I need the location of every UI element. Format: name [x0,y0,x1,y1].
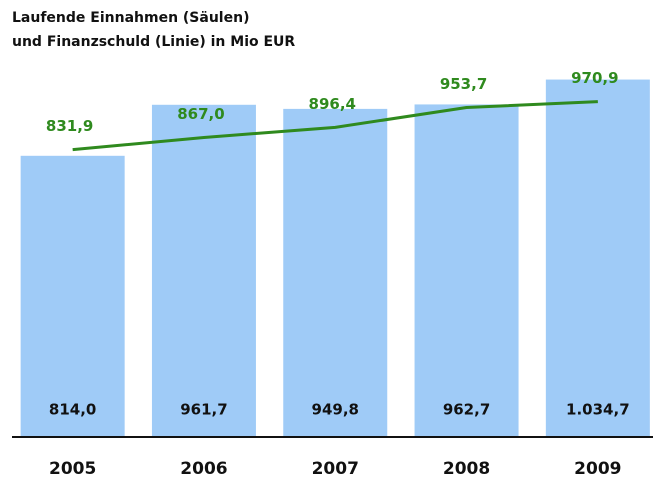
bar-label: 1.034,7 [566,401,630,419]
line-label: 953,7 [440,75,487,93]
x-tick-label: 2006 [180,459,227,479]
x-tick-label: 2005 [49,459,96,479]
bar-label: 962,7 [443,401,490,419]
x-tick-label: 2009 [574,459,621,479]
chart-title: und Finanzschuld (Linie) in Mio EUR [12,34,295,50]
line-label: 867,0 [177,105,224,123]
line-label: 896,4 [309,95,356,113]
line-label: 831,9 [46,117,93,135]
bar-label: 961,7 [180,401,227,419]
line-label: 970,9 [571,69,618,87]
chart-title: Laufende Einnahmen (Säulen) [12,10,249,26]
bar [283,108,388,438]
bar [414,104,519,437]
bar [20,155,125,438]
line [72,100,598,152]
bar-label: 949,8 [312,401,359,419]
x-tick-label: 2007 [312,459,359,479]
bar [545,79,650,438]
x-tick-label: 2008 [443,459,490,479]
bar [151,104,256,437]
bar-label: 814,0 [49,401,96,419]
